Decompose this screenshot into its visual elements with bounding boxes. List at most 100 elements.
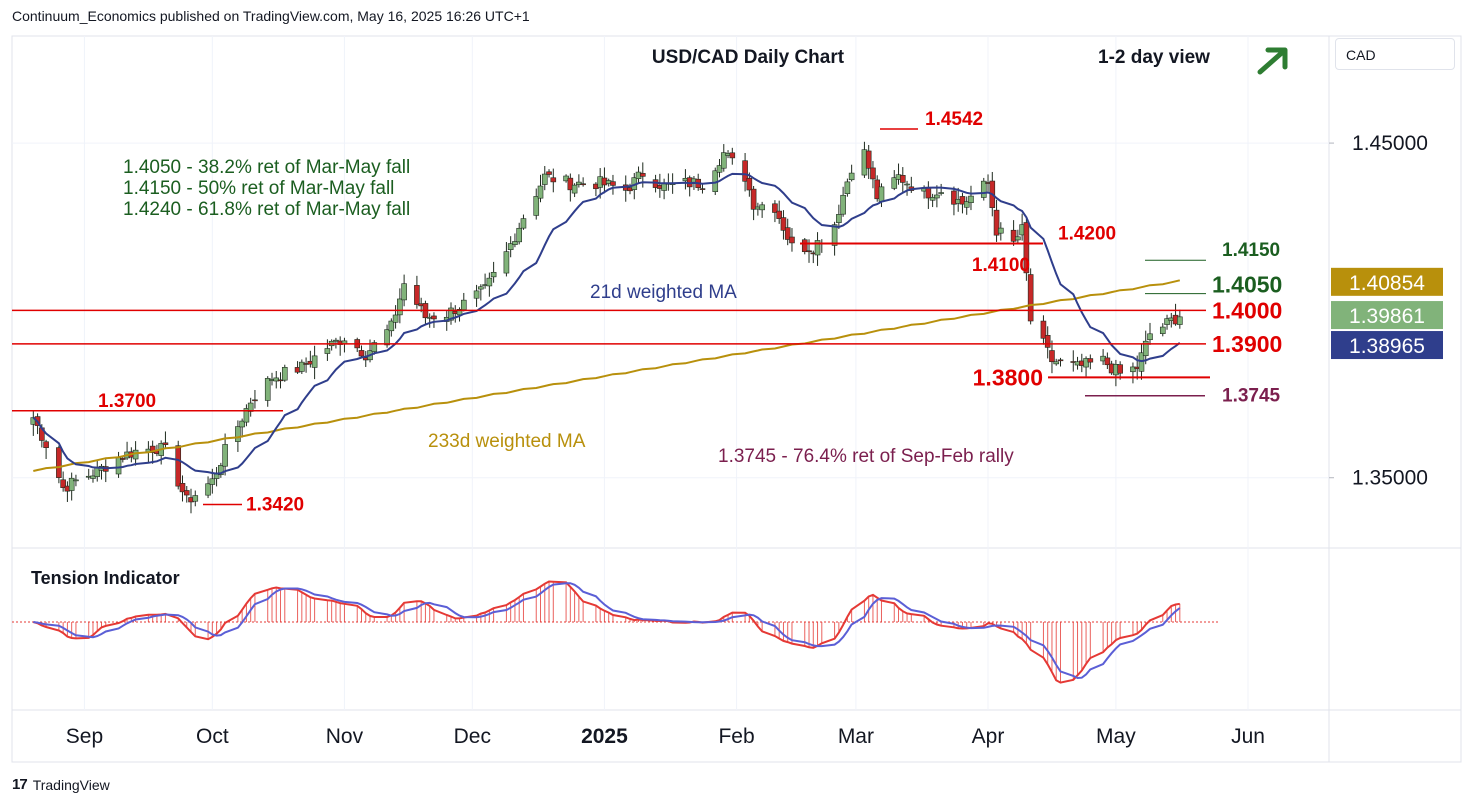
candle-body xyxy=(175,445,182,487)
x-tick-label: Nov xyxy=(326,725,364,748)
publish-header: Continuum_Economics published on Trading… xyxy=(12,8,530,24)
candle-body xyxy=(68,477,75,491)
candle-body xyxy=(993,209,1000,236)
level-label-1-3745: 1.3745 xyxy=(1222,386,1281,407)
candle-body xyxy=(968,195,974,203)
level-label-1-4150: 1.4150 xyxy=(1222,240,1280,261)
candle-body xyxy=(397,298,403,316)
level-label-1-4542: 1.4542 xyxy=(925,109,983,130)
candle-body xyxy=(759,204,765,211)
candle-body xyxy=(512,241,518,245)
candle-body xyxy=(460,299,467,310)
candle-body xyxy=(784,227,791,240)
candle-body xyxy=(1044,335,1051,348)
candle-body xyxy=(388,320,395,332)
currency-selector[interactable]: CAD xyxy=(1335,38,1455,70)
candle-body xyxy=(720,152,727,169)
candle-body xyxy=(1164,318,1170,325)
candle-body xyxy=(831,224,838,246)
chart-title: USD/CAD Daily Chart xyxy=(652,47,845,68)
x-tick-label: Apr xyxy=(972,725,1005,748)
candle-body xyxy=(742,160,748,182)
y-tick-label: 1.45000 xyxy=(1352,132,1428,155)
x-tick-label: Sep xyxy=(66,725,103,748)
candle-body xyxy=(56,447,62,478)
candle-body xyxy=(576,181,582,185)
candle-body xyxy=(252,399,258,402)
candle-body xyxy=(1023,222,1030,274)
candle-body xyxy=(384,329,390,346)
candle-body xyxy=(1040,320,1047,339)
candle-body xyxy=(299,361,305,372)
level-label-1-4050: 1.4050 xyxy=(1212,272,1282,298)
candle-body xyxy=(699,188,706,190)
candle-body xyxy=(192,495,199,502)
tension-signal-line xyxy=(33,582,1181,680)
candle-body xyxy=(546,171,552,175)
candle-body xyxy=(865,150,872,169)
candle-body xyxy=(324,348,331,354)
candle-body xyxy=(1053,361,1060,365)
view-label: 1-2 day view xyxy=(1098,47,1210,68)
candle-body xyxy=(235,426,241,442)
retracement-note: 1.4240 - 61.8% ret of Mar-May fall xyxy=(123,199,410,220)
candle-body xyxy=(431,315,437,320)
candle-body xyxy=(801,239,808,252)
tradingview-logo[interactable]: 17 TradingView xyxy=(12,776,110,793)
candle-body xyxy=(533,196,540,216)
arrow-up-right-icon xyxy=(1257,47,1288,75)
candle-body xyxy=(448,307,454,321)
candle-body xyxy=(1159,326,1166,334)
x-tick-label: Dec xyxy=(454,725,491,748)
candle-body xyxy=(938,192,944,194)
candle-body xyxy=(478,286,484,290)
candle-body xyxy=(1104,357,1111,366)
candle-body xyxy=(870,167,876,180)
tension-indicator-label: Tension Indicator xyxy=(31,568,180,588)
price-label: 1.38965 xyxy=(1349,335,1425,358)
retracement-note: 1.4050 - 38.2% ret of Mar-May fall xyxy=(123,157,410,178)
candle-body xyxy=(179,483,186,493)
x-tick-label: Feb xyxy=(718,725,754,748)
candle-body xyxy=(183,490,190,496)
candle-body xyxy=(1177,316,1183,325)
candle-body xyxy=(73,479,79,482)
candle-body xyxy=(358,350,365,357)
level-label-1-3900: 1.3900 xyxy=(1212,331,1282,357)
candle-body xyxy=(281,367,288,381)
candle-body xyxy=(1083,358,1089,368)
candle-body xyxy=(149,445,156,453)
candle-body xyxy=(1117,364,1123,374)
candle-body xyxy=(1010,229,1017,242)
y-tick-label: 1.35000 xyxy=(1352,467,1428,490)
price-label-box xyxy=(1331,267,1443,296)
candle-body xyxy=(486,277,493,287)
candle-body xyxy=(222,444,228,467)
candle-body xyxy=(929,197,936,201)
candle-body xyxy=(925,186,932,199)
candle-body xyxy=(218,465,224,476)
candle-body xyxy=(1015,236,1021,241)
candle-body xyxy=(333,339,339,342)
candle-body xyxy=(639,173,646,177)
candle-body xyxy=(878,186,885,202)
candle-body xyxy=(1147,333,1153,341)
tension-line xyxy=(33,580,1180,684)
candle-body xyxy=(60,479,66,488)
candle-body xyxy=(980,180,987,198)
candle-body xyxy=(264,378,271,401)
candle-body xyxy=(571,184,578,194)
x-tick-label: Jun xyxy=(1231,725,1265,748)
candle-body xyxy=(844,181,851,194)
candle-body xyxy=(772,203,778,213)
candle-body xyxy=(848,172,855,181)
candle-body xyxy=(520,218,527,229)
candle-body xyxy=(537,185,544,199)
candle-body xyxy=(661,183,667,191)
wma-233-label: 233d weighted MA xyxy=(428,431,586,452)
candle-body xyxy=(507,243,514,250)
candle-body xyxy=(516,227,522,243)
candle-body xyxy=(959,196,966,205)
candle-body xyxy=(1049,350,1055,363)
level-label-1-3800: 1.3800 xyxy=(973,364,1043,390)
